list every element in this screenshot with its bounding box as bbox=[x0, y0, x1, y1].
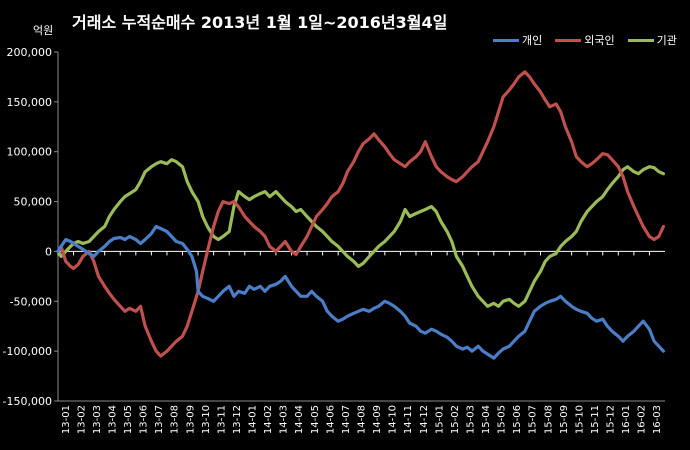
x-tick-label: 15-12 bbox=[606, 405, 617, 434]
y-tick-label: 150,000 bbox=[7, 96, 53, 109]
x-tick-label: 15-04 bbox=[481, 405, 492, 434]
x-tick-label: 13-07 bbox=[154, 405, 165, 434]
x-tick-label: 15-10 bbox=[574, 405, 585, 434]
x-tick-label: 16-02 bbox=[637, 405, 648, 434]
x-tick-label: 13-04 bbox=[107, 405, 118, 434]
x-tick-label: 16-01 bbox=[621, 405, 632, 434]
y-tick-label: -50,000 bbox=[10, 295, 52, 308]
series-line-institution bbox=[56, 158, 665, 308]
x-tick-label: 13-10 bbox=[201, 405, 212, 434]
legend-swatch-foreign bbox=[555, 38, 582, 42]
x-tick-label: 15-03 bbox=[465, 405, 476, 434]
x-tick-label: 15-09 bbox=[559, 405, 570, 434]
x-tick-label: 14-06 bbox=[325, 405, 336, 434]
chart-title: 거래소 누적순매수 2013년 1월 1일~2016년3월4일 bbox=[72, 13, 448, 32]
legend-swatch-individual bbox=[493, 38, 519, 42]
x-tick-label: 13-01 bbox=[61, 405, 72, 434]
legend-swatch-institution bbox=[627, 38, 654, 42]
x-tick-label: 14-12 bbox=[419, 405, 430, 434]
legend-item-individual: 개인 bbox=[493, 32, 542, 48]
x-tick-label: 13-06 bbox=[139, 405, 150, 434]
x-tick-label: 15-11 bbox=[590, 405, 601, 434]
legend-item-institution: 기관 bbox=[627, 32, 677, 48]
x-tick-label: 15-06 bbox=[512, 405, 523, 434]
series-line-foreign bbox=[56, 70, 665, 358]
x-tick-label: 14-08 bbox=[357, 405, 368, 434]
x-tick-label: 14-04 bbox=[294, 405, 305, 434]
y-axis-unit-label: 억원 bbox=[33, 24, 54, 37]
legend: 개인 외국인 기관 bbox=[493, 32, 690, 48]
x-tick-label: 14-09 bbox=[372, 405, 383, 434]
y-tick-label: -100,000 bbox=[3, 345, 52, 358]
x-tick-label: 16-03 bbox=[652, 405, 663, 434]
series-line-individual bbox=[56, 224, 665, 360]
y-tick-label: -150,000 bbox=[3, 395, 52, 408]
x-tick-label: 15-08 bbox=[543, 405, 554, 434]
x-tick-label: 13-02 bbox=[76, 405, 87, 434]
x-tick-label: 14-03 bbox=[279, 405, 290, 434]
x-tick-label: 14-01 bbox=[248, 405, 259, 434]
x-tick-label: 13-12 bbox=[232, 405, 243, 434]
x-tick-label: 13-03 bbox=[92, 405, 103, 434]
x-tick-label: 14-11 bbox=[403, 405, 414, 434]
x-tick-label: 13-09 bbox=[185, 405, 196, 434]
y-tick-label: 100,000 bbox=[7, 146, 53, 159]
y-tick-label: 50,000 bbox=[14, 196, 53, 209]
x-tick-label: 13-05 bbox=[123, 405, 134, 434]
legend-label-foreign: 외국인 bbox=[584, 34, 615, 47]
legend-label-institution: 기관 bbox=[656, 34, 677, 47]
x-tick-label: 13-08 bbox=[170, 405, 181, 434]
y-tick-label: 0 bbox=[45, 245, 52, 258]
x-tick-label: 14-07 bbox=[341, 405, 352, 434]
x-tick-label: 14-05 bbox=[310, 405, 321, 434]
y-tick-label: 200,000 bbox=[7, 46, 53, 59]
legend-label-individual: 개인 bbox=[522, 34, 543, 47]
x-tick-label: 15-07 bbox=[528, 405, 539, 434]
x-tick-label: 14-02 bbox=[263, 405, 274, 434]
x-tick-label: 14-10 bbox=[388, 405, 399, 434]
legend-item-foreign: 외국인 bbox=[555, 32, 615, 48]
x-tick-label: 15-05 bbox=[497, 405, 508, 434]
x-tick-label: 15-02 bbox=[450, 405, 461, 434]
x-tick-label: 15-01 bbox=[434, 405, 445, 434]
x-tick-label: 13-11 bbox=[216, 405, 227, 434]
